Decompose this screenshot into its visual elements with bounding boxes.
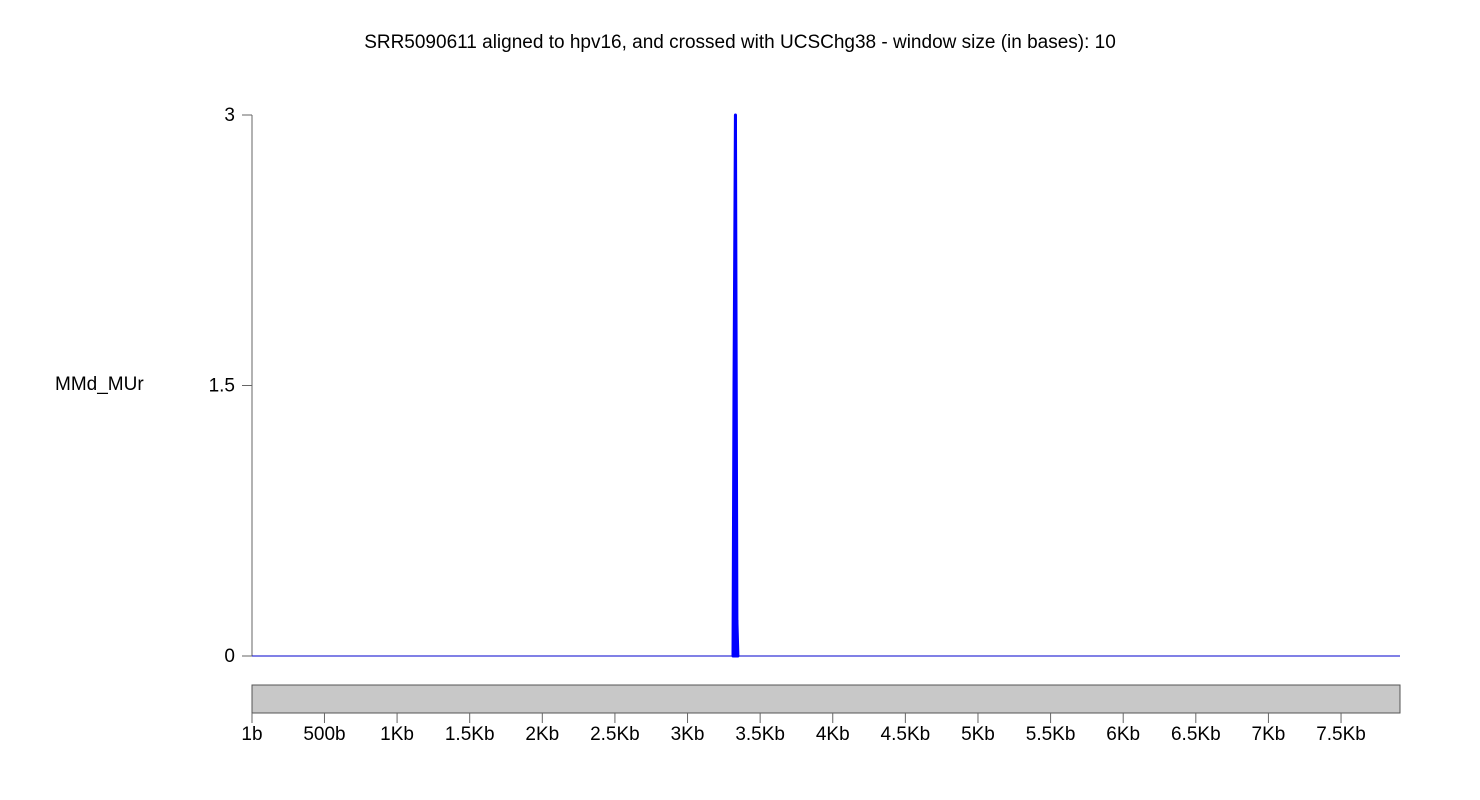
x-tick-label: 2Kb [525, 724, 559, 745]
y-tick-label: 1.5 [209, 376, 235, 397]
y-axis: 01.53 [209, 105, 253, 667]
x-tick-label: 4.5Kb [881, 724, 931, 745]
x-axis: 1b 500b 1Kb 1.5Kb 2Kb 2.5Kb 3Kb 3.5Kb 4Kb 4.5Kb 5K… [241, 713, 1366, 745]
track-label: MMd_MUr [55, 374, 144, 395]
x-tick-label: 3Kb [671, 724, 705, 745]
y-tick-label: 3 [224, 105, 235, 126]
x-tick-label: 7Kb [1252, 724, 1286, 745]
x-tick-label: 5.5Kb [1026, 724, 1076, 745]
chart-title: SRR5090611 aligned to hpv16, and crossed… [364, 32, 1116, 53]
x-tick-label: 7.5Kb [1316, 724, 1366, 745]
genome-position-bar [251, 684, 1401, 714]
x-tick-label: 6Kb [1106, 724, 1140, 745]
x-tick-label: 1b [241, 724, 262, 745]
y-tick-label: 0 [224, 646, 235, 667]
series-layer [731, 113, 740, 658]
x-tick-label: 1.5Kb [445, 724, 495, 745]
x-tick-label: 4Kb [816, 724, 850, 745]
x-tick-label: 6.5Kb [1171, 724, 1221, 745]
x-tick-label: 5Kb [961, 724, 995, 745]
x-tick-label: 2.5Kb [590, 724, 640, 745]
x-tick-label: 1Kb [380, 724, 414, 745]
series [731, 113, 740, 658]
x-tick-label: 500b [303, 724, 345, 745]
x-tick-label: 3.5Kb [735, 724, 785, 745]
